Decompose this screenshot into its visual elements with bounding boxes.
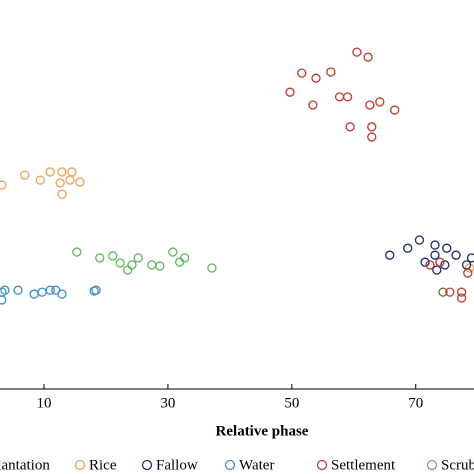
point	[65, 175, 75, 185]
x-axis-label: Relative phase	[216, 423, 309, 439]
point	[442, 243, 452, 253]
point	[57, 189, 67, 199]
legend-label: Water	[239, 457, 274, 473]
legend-marker	[74, 459, 86, 471]
point	[385, 250, 395, 260]
point	[425, 260, 435, 270]
legend-label: Fallow	[156, 457, 198, 473]
point	[463, 268, 473, 278]
point	[45, 285, 55, 295]
point	[37, 287, 47, 297]
legend-label: Plantation	[0, 457, 50, 473]
point	[175, 257, 185, 267]
point	[311, 73, 321, 83]
point	[0, 180, 7, 190]
point	[108, 251, 118, 261]
point	[367, 122, 377, 132]
point	[127, 260, 137, 270]
point	[57, 167, 67, 177]
point	[445, 287, 455, 297]
point	[72, 247, 82, 257]
point	[403, 243, 413, 253]
point	[438, 287, 448, 297]
point	[334, 92, 345, 102]
point	[35, 175, 45, 185]
point	[67, 167, 77, 177]
point	[420, 257, 430, 267]
point	[456, 293, 467, 303]
point	[363, 52, 373, 62]
point	[0, 285, 10, 295]
point	[91, 285, 101, 295]
point	[432, 265, 442, 275]
point	[326, 67, 336, 77]
point	[390, 105, 400, 115]
point	[75, 177, 85, 187]
legend-marker	[224, 459, 236, 471]
point	[285, 87, 295, 97]
point	[95, 253, 105, 263]
legend-marker	[316, 459, 328, 471]
point	[342, 92, 353, 102]
point	[45, 167, 55, 177]
x-tick-label: 70	[408, 395, 423, 411]
point	[168, 247, 178, 257]
legend-marker	[141, 459, 153, 471]
point	[147, 260, 157, 270]
point	[365, 100, 375, 110]
point	[456, 287, 467, 297]
x-tick-label: 10	[36, 395, 51, 411]
point	[55, 178, 65, 188]
point	[179, 253, 190, 263]
point	[451, 250, 461, 260]
point	[414, 235, 425, 245]
point	[133, 253, 143, 263]
point	[435, 257, 445, 267]
x-tick-label: 30	[160, 395, 175, 411]
point	[345, 122, 355, 132]
legend-marker	[426, 459, 438, 471]
point	[367, 132, 377, 142]
point	[57, 289, 67, 299]
legend-label: Scrub	[441, 457, 474, 473]
point	[13, 285, 23, 295]
point	[352, 47, 362, 57]
point	[440, 260, 450, 270]
point	[297, 68, 307, 78]
point	[20, 170, 30, 180]
point	[308, 100, 318, 110]
point	[375, 97, 385, 107]
legend-label: Settlement	[331, 457, 396, 473]
point	[466, 253, 474, 263]
point	[155, 261, 165, 271]
point	[207, 263, 217, 273]
legend-label: Rice	[89, 457, 117, 473]
point	[29, 289, 39, 299]
x-tick-label: 50	[284, 395, 299, 411]
point	[0, 295, 7, 305]
point	[430, 240, 440, 250]
point	[122, 265, 133, 275]
point	[430, 250, 440, 260]
point	[115, 258, 125, 268]
